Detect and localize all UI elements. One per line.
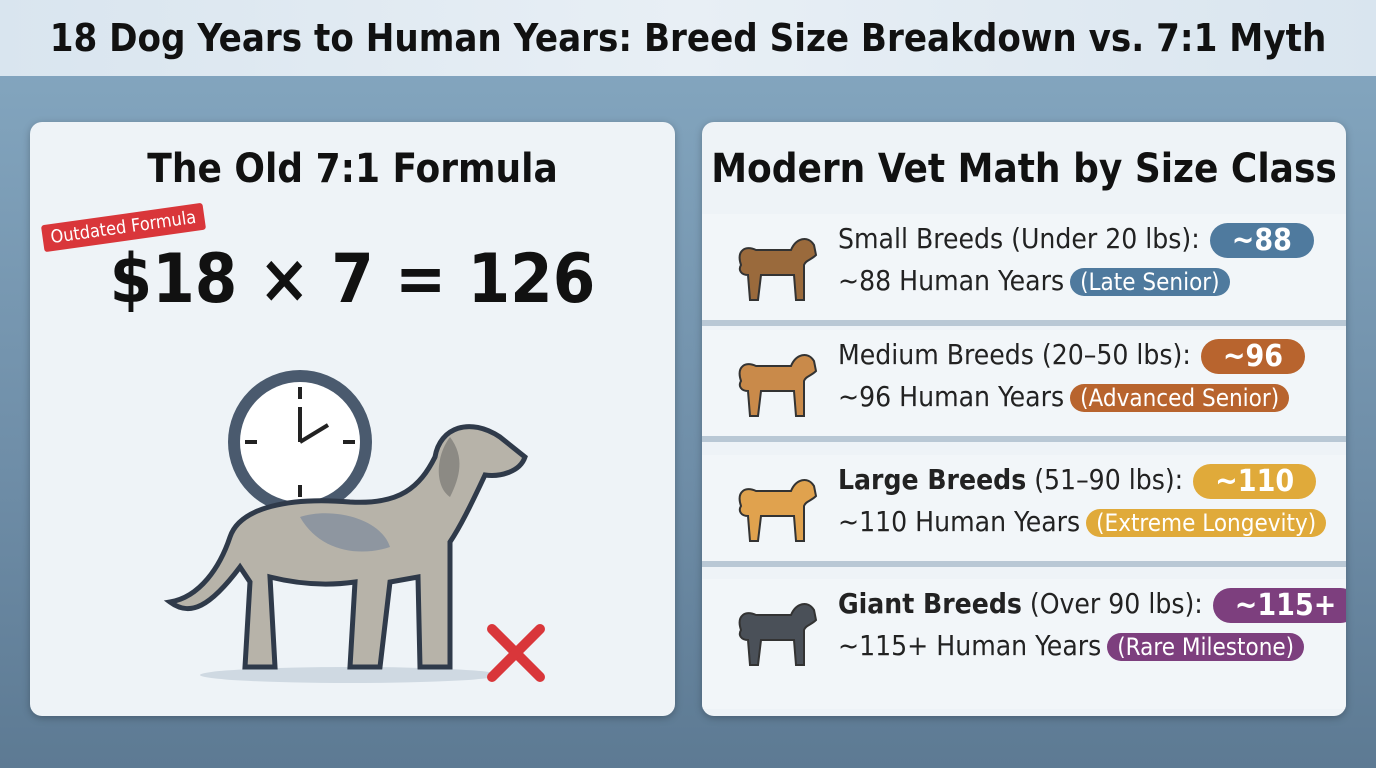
shadow — [200, 667, 500, 683]
breed-name: Small Breeds — [838, 222, 1004, 255]
breed-name: Medium Breeds — [838, 338, 1034, 371]
row-label: Medium Breeds (20–50 lbs): ~96 — [838, 338, 1306, 374]
breed-detail: (Over 90 lbs): — [1029, 587, 1203, 620]
old-heading: The Old 7:1 Formula — [147, 146, 558, 192]
dog-icon — [738, 479, 818, 542]
red-x — [487, 624, 545, 682]
dog-icon — [738, 603, 818, 666]
age-badge: ~96 — [1200, 338, 1306, 374]
human-years: ~96 Human Years — [838, 380, 1065, 413]
modern-card: Modern Vet Math by Size Class Small Bree… — [702, 122, 1346, 716]
dog-body — [738, 603, 818, 666]
row-years: ~96 Human Years (Advanced Senior) — [838, 380, 1290, 413]
illustration — [163, 370, 545, 683]
size-row: Medium Breeds (20–50 lbs): ~96 ~96 Human Y… — [702, 330, 1346, 442]
age-badge: ~88 — [1209, 222, 1314, 258]
breed-detail: (Under 20 lbs): — [1011, 222, 1200, 255]
title: 18 Dog Years to Human Years: Breed Size … — [0, 0, 1376, 76]
old-formula-card: The Old 7:1 Formula Outdated Formula $18… — [30, 122, 675, 716]
human-years: ~110 Human Years — [838, 505, 1081, 538]
dog-body — [738, 238, 818, 301]
life-stage: (Extreme Longevity) — [1086, 509, 1327, 537]
clock-ticks — [245, 387, 355, 497]
row-label: Small Breeds (Under 20 lbs): ~88 — [838, 222, 1314, 258]
dog-patch — [300, 513, 390, 552]
modern-heading: Modern Vet Math by Size Class — [711, 146, 1337, 192]
dog-body — [738, 479, 818, 542]
breed-detail: (20–50 lbs): — [1041, 338, 1191, 371]
life-stage: (Rare Milestone) — [1107, 633, 1305, 661]
dog-ear — [438, 437, 460, 497]
size-row: Large Breeds (51–90 lbs): ~110 ~110 Human … — [702, 455, 1346, 567]
dog-icon — [738, 238, 818, 301]
size-row: Small Breeds (Under 20 lbs): ~88 ~88 Human… — [702, 214, 1346, 326]
breed-detail: (51–90 lbs): — [1034, 463, 1184, 496]
row-years: ~110 Human Years (Extreme Longevity) — [838, 505, 1327, 538]
age-badge: ~115+ — [1212, 587, 1346, 623]
row-years: ~115+ Human Years (Rare Milestone) — [838, 629, 1305, 662]
dog-icon — [738, 354, 818, 417]
breed-name: Giant Breeds — [838, 587, 1022, 620]
human-years: ~88 Human Years — [838, 264, 1065, 297]
breed-name: Large Breeds — [838, 463, 1027, 496]
dog-body — [738, 354, 818, 417]
human-years: ~115+ Human Years — [838, 629, 1102, 662]
row-years: ~88 Human Years (Late Senior) — [838, 264, 1230, 297]
row-label: Giant Breeds (Over 90 lbs): ~115+ — [838, 587, 1346, 623]
formula: $18 × 7 = 126 — [109, 240, 596, 319]
life-stage: (Advanced Senior) — [1070, 384, 1290, 412]
life-stage: (Late Senior) — [1070, 268, 1230, 296]
size-row: Giant Breeds (Over 90 lbs): ~115+ ~115+ Hu… — [702, 579, 1346, 709]
age-badge: ~110 — [1193, 463, 1317, 499]
row-label: Large Breeds (51–90 lbs): ~110 — [838, 463, 1317, 499]
